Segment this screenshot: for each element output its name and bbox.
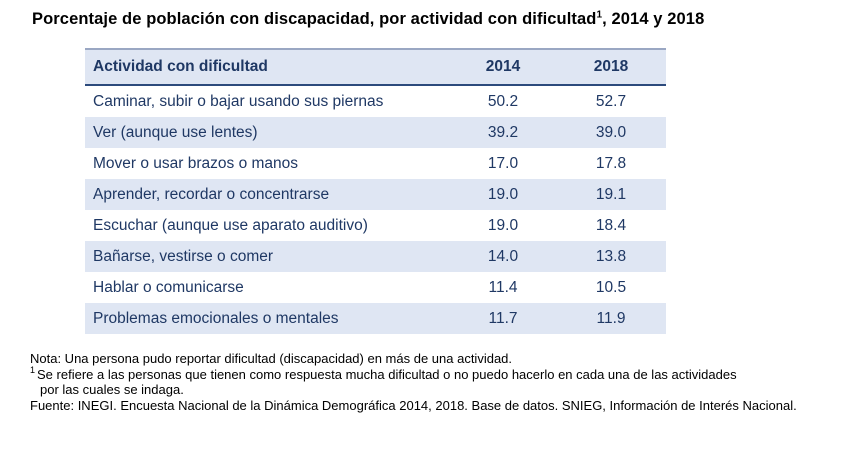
table-row-ver: Ver (aunque use lentes) 39.2 39.0 bbox=[85, 117, 666, 148]
table-row-problemas: Problemas emocionales o mentales 11.7 11… bbox=[85, 303, 666, 334]
table-row-mover: Mover o usar brazos o manos 17.0 17.8 bbox=[85, 148, 666, 179]
activity-cell: Mover o usar brazos o manos bbox=[93, 154, 299, 172]
value-2014-cell: 17.0 bbox=[487, 154, 519, 172]
table-header-row: Actividad con dificultad 2014 2018 bbox=[85, 49, 666, 86]
note-line: Nota: Una persona pudo reportar dificult… bbox=[30, 351, 513, 366]
activity-cell: Hablar o comunicarse bbox=[93, 278, 244, 296]
table-row-hablar: Hablar o comunicarse 11.4 10.5 bbox=[85, 272, 666, 303]
value-2018-cell: 17.8 bbox=[595, 154, 627, 172]
activity-cell: Aprender, recordar o concentrarse bbox=[93, 185, 330, 203]
footnote-marker: 1 bbox=[30, 365, 36, 376]
activity-cell: Escuchar (aunque use aparato auditivo) bbox=[93, 216, 368, 234]
value-2018-cell: 13.8 bbox=[595, 247, 627, 265]
value-2018-cell: 10.5 bbox=[595, 278, 627, 296]
table-row-banarse: Bañarse, vestirse o comer 14.0 13.8 bbox=[85, 241, 666, 272]
title-suffix: , 2014 y 2018 bbox=[602, 10, 705, 28]
title-text: Porcentaje de población con discapacidad… bbox=[32, 10, 597, 28]
disability-table: Actividad con dificultad 2014 2018 Camin… bbox=[85, 48, 666, 334]
column-header-activity: Actividad con dificultad bbox=[85, 49, 450, 86]
column-header-2014: 2014 bbox=[450, 49, 556, 86]
table-row-escuchar: Escuchar (aunque use aparato auditivo) 1… bbox=[85, 210, 666, 241]
value-2014-cell: 19.0 bbox=[487, 216, 519, 234]
value-2014-cell: 50.2 bbox=[487, 92, 519, 110]
value-2014-cell: 14.0 bbox=[487, 247, 519, 265]
value-2014-cell: 19.0 bbox=[487, 185, 519, 203]
activity-cell: Bañarse, vestirse o comer bbox=[93, 247, 274, 265]
value-2018-cell: 52.7 bbox=[595, 92, 627, 110]
value-2014-cell: 11.4 bbox=[488, 278, 518, 296]
column-header-2018: 2018 bbox=[556, 49, 666, 86]
table-row-caminar: Caminar, subir o bajar usando sus pierna… bbox=[85, 85, 666, 117]
value-2018-cell: 39.0 bbox=[595, 123, 627, 141]
source-line: Fuente: INEGI. Encuesta Nacional de la D… bbox=[30, 397, 797, 413]
value-2014-cell: 11.7 bbox=[488, 309, 518, 327]
activity-cell: Ver (aunque use lentes) bbox=[93, 123, 258, 141]
footnote-text-line2: por las cuales se indaga. bbox=[40, 382, 184, 397]
value-2018-cell: 19.1 bbox=[595, 185, 627, 203]
table-row-aprender: Aprender, recordar o concentrarse 19.0 1… bbox=[85, 179, 666, 210]
activity-cell: Problemas emocionales o mentales bbox=[93, 309, 339, 327]
title-footnote-marker: 1 bbox=[596, 9, 603, 21]
value-2018-cell: 18.4 bbox=[595, 216, 627, 234]
footnote-line: 1 Se refiere a las personas que tienen co… bbox=[30, 365, 797, 383]
notes-block: Nota: Una persona pudo reportar dificult… bbox=[30, 351, 797, 413]
activity-cell: Caminar, subir o bajar usando sus pierna… bbox=[93, 92, 384, 110]
footnote-text-line1: Se refiere a las personas que tienen com… bbox=[37, 366, 737, 382]
value-2018-cell: 11.9 bbox=[596, 309, 626, 327]
value-2014-cell: 39.2 bbox=[487, 123, 519, 141]
page-title: Porcentaje de población con discapacidad… bbox=[32, 10, 704, 29]
